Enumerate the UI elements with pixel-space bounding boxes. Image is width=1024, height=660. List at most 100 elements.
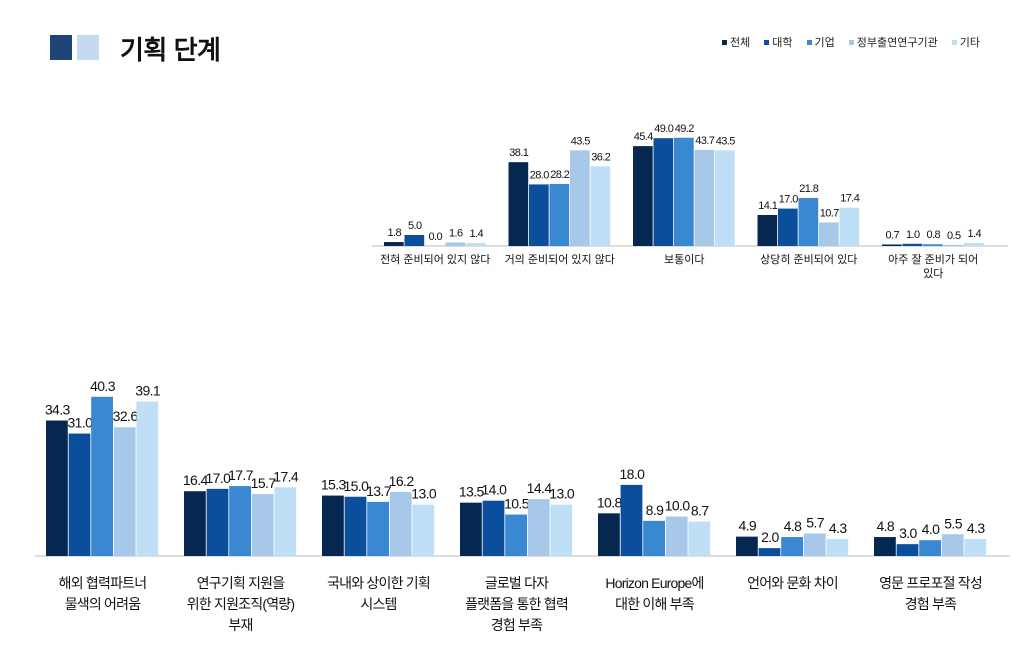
data-label: 13.5 xyxy=(459,484,485,500)
bar xyxy=(896,544,919,556)
bar xyxy=(184,491,206,556)
data-label: 16.2 xyxy=(389,473,415,489)
data-label: 39.1 xyxy=(135,383,161,399)
bar xyxy=(757,214,778,246)
bar xyxy=(367,501,389,556)
data-label: 38.1 xyxy=(509,147,528,159)
bar xyxy=(527,499,550,556)
data-label: 49.0 xyxy=(654,123,673,135)
data-label: 14.4 xyxy=(527,480,553,496)
bar xyxy=(758,548,781,556)
bar xyxy=(826,539,849,556)
bar xyxy=(874,537,896,556)
data-label: 5.5 xyxy=(944,515,962,531)
bar xyxy=(529,184,549,246)
bar xyxy=(508,162,529,246)
data-label: 5.7 xyxy=(806,514,824,530)
legend-item: 대학 xyxy=(764,34,793,50)
data-label: 4.3 xyxy=(829,520,847,536)
title-square-light xyxy=(77,35,99,60)
data-label: 14.0 xyxy=(481,482,507,498)
data-label: 17.0 xyxy=(205,470,231,486)
data-label: 0.8 xyxy=(927,229,941,241)
data-label: 18.0 xyxy=(619,466,645,482)
bar xyxy=(466,242,486,246)
data-label: 15.7 xyxy=(251,475,277,491)
data-label: 5.0 xyxy=(408,220,422,232)
bar xyxy=(598,513,620,556)
data-label: 34.3 xyxy=(45,402,71,418)
data-label: 17.4 xyxy=(840,193,859,205)
bar xyxy=(550,504,573,556)
bar xyxy=(389,492,412,556)
bar xyxy=(505,514,527,556)
category-label: Horizon Europe에 xyxy=(605,575,703,591)
bar xyxy=(404,235,425,246)
data-label: 4.3 xyxy=(967,520,985,536)
page-title: 기획 단계 xyxy=(120,35,221,65)
bar xyxy=(251,493,274,556)
data-label: 31.0 xyxy=(67,415,93,431)
category-label: 보통이다 xyxy=(664,253,704,266)
category-label: 언어와 문화 차이 xyxy=(747,575,838,591)
legend-item: 기업 xyxy=(806,34,835,50)
bar xyxy=(688,521,711,556)
bar xyxy=(322,495,344,556)
bar xyxy=(665,516,688,556)
data-label: 1.0 xyxy=(906,229,920,241)
bar xyxy=(715,150,735,246)
bar xyxy=(943,244,964,246)
bar xyxy=(590,166,611,246)
bar xyxy=(570,150,590,246)
bar xyxy=(633,146,653,246)
data-label: 4.0 xyxy=(922,521,940,537)
legend-swatch xyxy=(806,39,812,45)
bar xyxy=(229,486,251,556)
bar xyxy=(919,540,941,556)
category-label: 대한 이해 부족 xyxy=(615,596,695,612)
data-label: 15.0 xyxy=(343,478,369,494)
data-label: 16.4 xyxy=(183,472,209,488)
bar xyxy=(344,496,367,556)
bar xyxy=(136,401,159,556)
data-label: 43.7 xyxy=(695,135,714,147)
data-label: 0.7 xyxy=(886,229,900,241)
data-label: 10.7 xyxy=(820,207,839,219)
data-label: 15.3 xyxy=(321,477,347,493)
data-label: 1.8 xyxy=(388,227,402,239)
bar xyxy=(964,539,987,556)
category-label: 아주 잘 준비가 되어 xyxy=(888,253,978,266)
bar xyxy=(882,244,902,246)
category-label: 영문 프로포절 작성 xyxy=(879,575,982,591)
category-label: 부재 xyxy=(228,617,252,633)
data-label: 13.0 xyxy=(411,486,437,502)
bar xyxy=(68,433,91,556)
bar xyxy=(736,536,758,556)
bar xyxy=(653,138,674,246)
data-label: 0.0 xyxy=(429,231,443,243)
bar xyxy=(460,502,482,556)
bar xyxy=(643,520,665,556)
bar xyxy=(803,533,826,556)
data-label: 17.4 xyxy=(273,468,299,484)
data-label: 4.9 xyxy=(738,518,756,534)
legend-label: 정부출연연구기관 xyxy=(856,37,938,49)
bar xyxy=(412,504,435,556)
data-label: 1.4 xyxy=(470,228,484,240)
category-label: 위한 지원조직(역량) xyxy=(187,596,295,612)
bar xyxy=(549,183,570,246)
title-square-dark xyxy=(50,35,72,60)
category-label: 경험 부족 xyxy=(905,596,957,612)
bar xyxy=(819,222,839,246)
bar xyxy=(839,207,860,246)
legend-label: 대학 xyxy=(772,37,793,49)
bar xyxy=(674,137,694,246)
legend-swatch xyxy=(951,39,957,45)
bar xyxy=(798,198,819,246)
bar xyxy=(941,534,964,556)
data-label: 28.2 xyxy=(550,169,569,181)
data-label: 45.4 xyxy=(634,131,653,143)
data-label: 17.7 xyxy=(228,467,254,483)
data-label: 3.0 xyxy=(899,525,917,541)
